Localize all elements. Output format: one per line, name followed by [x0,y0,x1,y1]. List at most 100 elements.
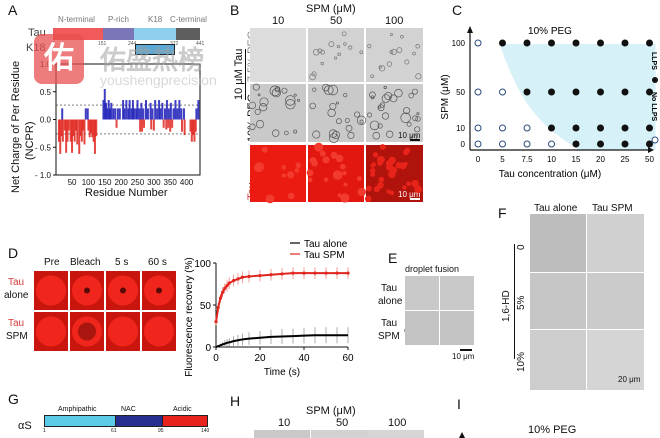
e-title: droplet fusion [405,264,460,274]
f-col-spm: Tau SPM [592,203,633,214]
ncpr-bar-negative [91,119,94,138]
d-point-tau-spm [223,286,227,290]
c-legend-llps: LLPS [650,52,657,70]
ncpr-bar-positive [116,108,119,120]
ncpr-bar-positive [105,102,108,120]
d-point-tau-spm [225,284,229,288]
domain-label-p-rich: P-rich [108,15,129,24]
ncpr-bar-positive [167,108,170,120]
ncpr-bar-negative [79,119,82,137]
d-point-tau-spm [258,274,262,278]
d-point-tau-spm [232,279,236,283]
ncpr-bar-negative [65,119,68,153]
ncpr-bar-negative [165,119,168,130]
ncpr-bar-positive [151,108,154,120]
ncpr-bar-positive [161,102,164,120]
no-llps-point [474,88,482,96]
ncpr-bar-positive [145,100,147,120]
panel-label-c: C [452,2,463,18]
d-point-tau-spm [302,271,306,275]
llps-region [500,44,656,150]
d-ytick-label: 0 [205,343,211,354]
tick-151: 151 [98,41,107,47]
ncpr-bar-negative [59,119,62,154]
watermark-logo: 佑 [34,34,84,84]
g-protein-label: αS [18,420,32,432]
no-llps-point [548,140,555,148]
ncpr-bar-positive [123,108,126,120]
ncpr-xtick-label: 50 [68,178,77,187]
no-llps-point [499,88,506,96]
b-col-100: 100 [385,15,404,27]
llps-point [499,39,506,47]
ncpr-bar-positive [136,100,139,120]
llps-point [646,88,653,96]
panel-label-e: E [388,250,398,266]
llps-point [572,88,580,96]
ncpr-bar-negative [167,119,170,128]
f-col-alone: Tau alone [534,203,578,214]
d-legend-label-1: Tau SPM [304,250,345,261]
llps-point [572,39,580,47]
ncpr-bar-positive [197,100,200,120]
ncpr-xtick-label: 200 [114,178,128,187]
ncpr-xtick-label: 350 [164,178,178,187]
ncpr-bar-positive [159,108,162,120]
c-title: 10% PEG [528,26,572,37]
ncpr-bar-positive [130,108,133,120]
c-xtick-label: 50 [645,155,654,164]
d-row-2-line1: Tau [8,318,25,329]
d-xtick-label: 0 [213,353,219,364]
f-image-alone-0 [530,214,586,272]
c-ytick-label: 100 [452,39,466,48]
ncpr-bar-negative [189,119,192,132]
d-point-tau-spm [240,275,244,279]
h-image-100 [368,430,424,438]
d-xtick-label: 20 [254,353,266,364]
llps-point [597,124,604,132]
d-point-tau-spm [236,277,240,281]
d-ytick-label: 100 [194,259,211,270]
watermark-name: 佑盛热榜 [100,45,205,75]
llps-point [523,39,531,47]
ncpr-bar-negative [82,119,85,131]
llps-point [621,124,629,132]
ncpr-xlabel: Residue Number [85,187,168,199]
llps-point [646,140,653,148]
g-tick-95: 95 [158,428,164,434]
d-point-tau-spm [280,272,284,276]
h-image-50 [311,430,368,438]
panel-label-f: F [498,205,507,221]
ncpr-bar-positive [133,108,136,120]
ncpr-bar-negative [183,119,186,136]
h-col-10: 10 [278,417,291,429]
ncpr-bar-positive [102,100,105,120]
ncpr-bar-negative [93,119,96,154]
ncpr-bar-positive [125,100,128,120]
g-tick-140: 140 [201,428,210,434]
llps-point [621,39,629,47]
c-ytick-label: 10 [456,124,465,133]
panel-label-a: A [8,2,18,18]
e-scale-label: 10 μm [452,352,475,361]
k18-bar [135,44,175,55]
e-image-spm-1 [405,311,439,345]
f-group-label: 1,6-HD [501,290,512,322]
ncpr-xtick-label: 150 [98,178,112,187]
frap-droplet [36,316,66,347]
ncpr-bar-positive [127,108,130,120]
ncpr-bar-positive [195,108,198,120]
ncpr-bar-positive [154,100,157,120]
c-xtick-label: 10 [547,155,556,164]
ncpr-chart: - 1.0- 0.50.00.51.0501001502002503003504… [35,60,201,187]
ncpr-bar-positive [146,108,149,120]
b-scale-bar-1: 10 μm [398,131,421,140]
f-image-alone-10 [530,330,586,390]
no-llps-point [474,140,482,148]
ncpr-bar-negative [169,119,172,132]
ncpr-bar-negative [141,119,144,132]
ncpr-bar-negative [60,119,63,137]
ncpr-bar-negative [80,119,83,142]
ncpr-bar-positive [107,100,110,120]
frap-droplet [108,316,138,347]
